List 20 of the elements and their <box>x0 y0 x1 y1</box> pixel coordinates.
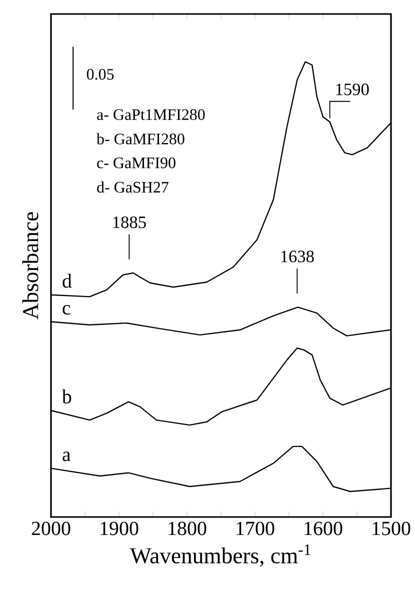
x-tick-label: 1700 <box>236 522 274 536</box>
x-tick-label: 1900 <box>100 522 138 536</box>
x-tick-label: 1500 <box>372 522 410 536</box>
annotation: 1590 <box>336 84 369 96</box>
annotation: 1885 <box>113 216 146 228</box>
x-tick-label: 1600 <box>304 522 342 536</box>
x-axis-title: Wavenumbers, cm$^{-1}$ <box>130 544 310 567</box>
x-tick-label: 1800 <box>168 522 206 536</box>
annotation: a- GaPt1MFI280 <box>96 109 205 120</box>
annotation: b- GaMFI280 <box>96 133 184 144</box>
annotation: c- GaMFI90 <box>96 157 176 168</box>
x-tick-label: 2000 <box>32 522 70 536</box>
annotation: 0.05 <box>86 68 114 80</box>
series-label: a <box>62 452 70 462</box>
series-label: d <box>62 274 72 288</box>
annotation: 1638 <box>281 250 314 262</box>
series-label: b <box>62 389 71 404</box>
y-axis-title: Absorbance <box>22 212 38 320</box>
series-label: c <box>62 305 70 315</box>
annotation: d- GaSH27 <box>96 181 168 193</box>
